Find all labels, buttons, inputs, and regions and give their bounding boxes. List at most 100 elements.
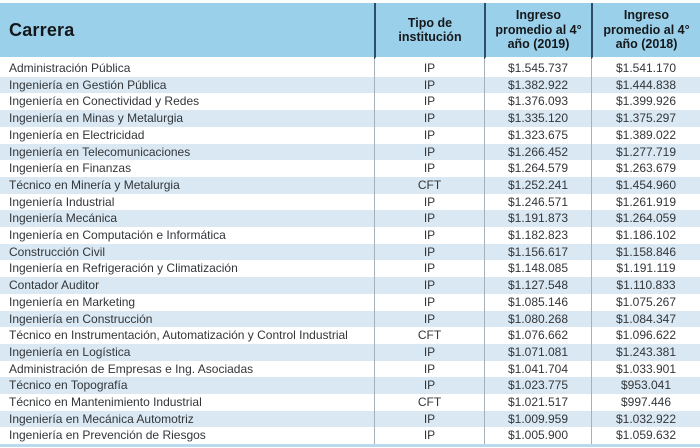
ingreso-2019-cell: $1.071.081	[484, 343, 591, 361]
carrera-cell: Ingeniería en Construcción	[0, 310, 374, 328]
carrera-cell: Administración de Empresas e Ing. Asocia…	[0, 360, 374, 378]
ingreso-2018-cell: $1.191.119	[591, 260, 700, 278]
tipo-institucion-cell: IP	[374, 277, 484, 294]
tipo-institucion-cell: IP	[374, 110, 484, 127]
ingreso-2019-cell: $1.021.517	[484, 394, 591, 411]
carrera-cell: Técnico en Instrumentación, Automatizaci…	[0, 327, 374, 344]
ingreso-2019-cell: $1.335.120	[484, 110, 591, 127]
carrera-cell: Ingeniería en Computación e Informática	[0, 227, 374, 244]
carrera-cell: Técnico en Mantenimiento Industrial	[0, 394, 374, 411]
ingreso-2019-cell: $1.545.737	[484, 60, 591, 77]
table-row: Ingeniería Mecánica IP $1.191.873 $1.264…	[0, 210, 700, 228]
table-row: Ingeniería en Prevención de Riesgos IP $…	[0, 427, 700, 445]
carrera-cell: Ingeniería en Conectividad y Redes	[0, 93, 374, 111]
income-table: Carrera Tipo de institución Ingreso prom…	[0, 3, 700, 445]
ingreso-2018-cell: $1.110.833	[591, 277, 700, 294]
tipo-institucion-cell: IP	[374, 60, 484, 77]
column-header-tipo-institucion: Tipo de institución	[374, 3, 484, 60]
ingreso-2019-cell: $1.127.548	[484, 277, 591, 294]
table-row: Técnico en Mantenimiento Industrial CFT …	[0, 394, 700, 411]
table-row: Ingeniería en Logística IP $1.071.081 $1…	[0, 343, 700, 361]
ingreso-2018-cell: $1.264.059	[591, 210, 700, 228]
tipo-institucion-cell: IP	[374, 243, 484, 261]
ingreso-2019-cell: $1.266.452	[484, 143, 591, 161]
tipo-institucion-cell: IP	[374, 160, 484, 177]
tipo-institucion-cell: CFT	[374, 394, 484, 411]
ingreso-2019-cell: $1.264.579	[484, 160, 591, 177]
tipo-institucion-cell: IP	[374, 193, 484, 211]
tipo-institucion-cell: IP	[374, 427, 484, 445]
tipo-institucion-cell: CFT	[374, 327, 484, 344]
column-header-ingreso-2019: Ingreso promedio al 4° año (2019)	[484, 3, 591, 60]
ingreso-2018-cell: $1.158.846	[591, 243, 700, 261]
ingreso-2018-cell: $1.444.838	[591, 76, 700, 94]
carrera-cell: Técnico en Topografía	[0, 377, 374, 395]
carrera-cell: Ingeniería en Finanzas	[0, 160, 374, 177]
ingreso-2019-cell: $1.191.873	[484, 210, 591, 228]
column-header-ingreso-2018: Ingreso promedio al 4° año (2018)	[591, 3, 700, 60]
ingreso-2019-cell: $1.156.617	[484, 243, 591, 261]
ingreso-2018-cell: $1.261.919	[591, 193, 700, 211]
tipo-institucion-cell: IP	[374, 410, 484, 428]
tipo-institucion-cell: IP	[374, 310, 484, 328]
carrera-cell: Ingeniería en Minas y Metalurgia	[0, 110, 374, 127]
tipo-institucion-cell: CFT	[374, 176, 484, 194]
table-row: Ingeniería en Electricidad IP $1.323.675…	[0, 126, 700, 144]
ingreso-2019-cell: $1.085.146	[484, 293, 591, 311]
table-row: Administración de Empresas e Ing. Asocia…	[0, 360, 700, 378]
tipo-institucion-cell: IP	[374, 76, 484, 94]
carrera-cell: Construcción Civil	[0, 243, 374, 261]
carrera-cell: Ingeniería en Gestión Pública	[0, 76, 374, 94]
table-row: Ingeniería en Telecomunicaciones IP $1.2…	[0, 143, 700, 161]
tipo-institucion-cell: IP	[374, 377, 484, 395]
carrera-cell: Ingeniería en Mecánica Automotriz	[0, 410, 374, 428]
carrera-cell: Ingeniería en Logística	[0, 343, 374, 361]
carrera-cell: Contador Auditor	[0, 277, 374, 294]
header-row: Carrera Tipo de institución Ingreso prom…	[0, 3, 700, 60]
table-bottom-border	[0, 444, 700, 448]
ingreso-2018-cell: $1.277.719	[591, 143, 700, 161]
ingreso-2018-cell: $1.541.170	[591, 60, 700, 77]
table-row: Ingeniería en Marketing IP $1.085.146 $1…	[0, 293, 700, 311]
ingreso-2018-cell: $1.075.267	[591, 293, 700, 311]
tipo-institucion-cell: IP	[374, 126, 484, 144]
ingreso-2018-cell: $1.243.381	[591, 343, 700, 361]
ingreso-2018-cell: $1.389.022	[591, 126, 700, 144]
table-row: Ingeniería en Minas y Metalurgia IP $1.3…	[0, 110, 700, 127]
tipo-institucion-cell: IP	[374, 227, 484, 244]
tipo-institucion-cell: IP	[374, 360, 484, 378]
ingreso-2018-cell: $1.263.679	[591, 160, 700, 177]
tipo-institucion-cell: IP	[374, 93, 484, 111]
carrera-cell: Técnico en Minería y Metalurgia	[0, 176, 374, 194]
table-row: Técnico en Minería y Metalurgia CFT $1.2…	[0, 176, 700, 194]
ingreso-2018-cell: $997.446	[591, 394, 700, 411]
ingreso-2018-cell: $1.084.347	[591, 310, 700, 328]
ingreso-2018-cell: $1.186.102	[591, 227, 700, 244]
tipo-institucion-cell: IP	[374, 343, 484, 361]
ingreso-2019-cell: $1.148.085	[484, 260, 591, 278]
ingreso-2019-cell: $1.246.571	[484, 193, 591, 211]
table-row: Contador Auditor IP $1.127.548 $1.110.83…	[0, 277, 700, 294]
ingreso-2018-cell: $1.454.960	[591, 176, 700, 194]
carrera-cell: Ingeniería en Marketing	[0, 293, 374, 311]
carrera-cell: Administración Pública	[0, 60, 374, 77]
ingreso-2018-cell: $1.096.622	[591, 327, 700, 344]
carrera-cell: Ingeniería Mecánica	[0, 210, 374, 228]
table-header: Carrera Tipo de institución Ingreso prom…	[0, 3, 700, 60]
carrera-cell: Ingeniería Industrial	[0, 193, 374, 211]
ingreso-2018-cell: $953.041	[591, 377, 700, 395]
column-header-carrera: Carrera	[0, 3, 374, 60]
carrera-cell: Ingeniería en Electricidad	[0, 126, 374, 144]
table-body: Administración Pública IP $1.545.737 $1.…	[0, 60, 700, 445]
table-row: Ingeniería Industrial IP $1.246.571 $1.2…	[0, 193, 700, 211]
ingreso-2019-cell: $1.080.268	[484, 310, 591, 328]
carrera-cell: Ingeniería en Prevención de Riesgos	[0, 427, 374, 445]
carrera-cell: Ingeniería en Telecomunicaciones	[0, 143, 374, 161]
ingreso-2018-cell: $1.032.922	[591, 410, 700, 428]
table-row: Técnico en Instrumentación, Automatizaci…	[0, 327, 700, 344]
tipo-institucion-cell: IP	[374, 260, 484, 278]
ingreso-2018-cell: $1.399.926	[591, 93, 700, 111]
table-row: Ingeniería en Conectividad y Redes IP $1…	[0, 93, 700, 111]
tipo-institucion-cell: IP	[374, 210, 484, 228]
